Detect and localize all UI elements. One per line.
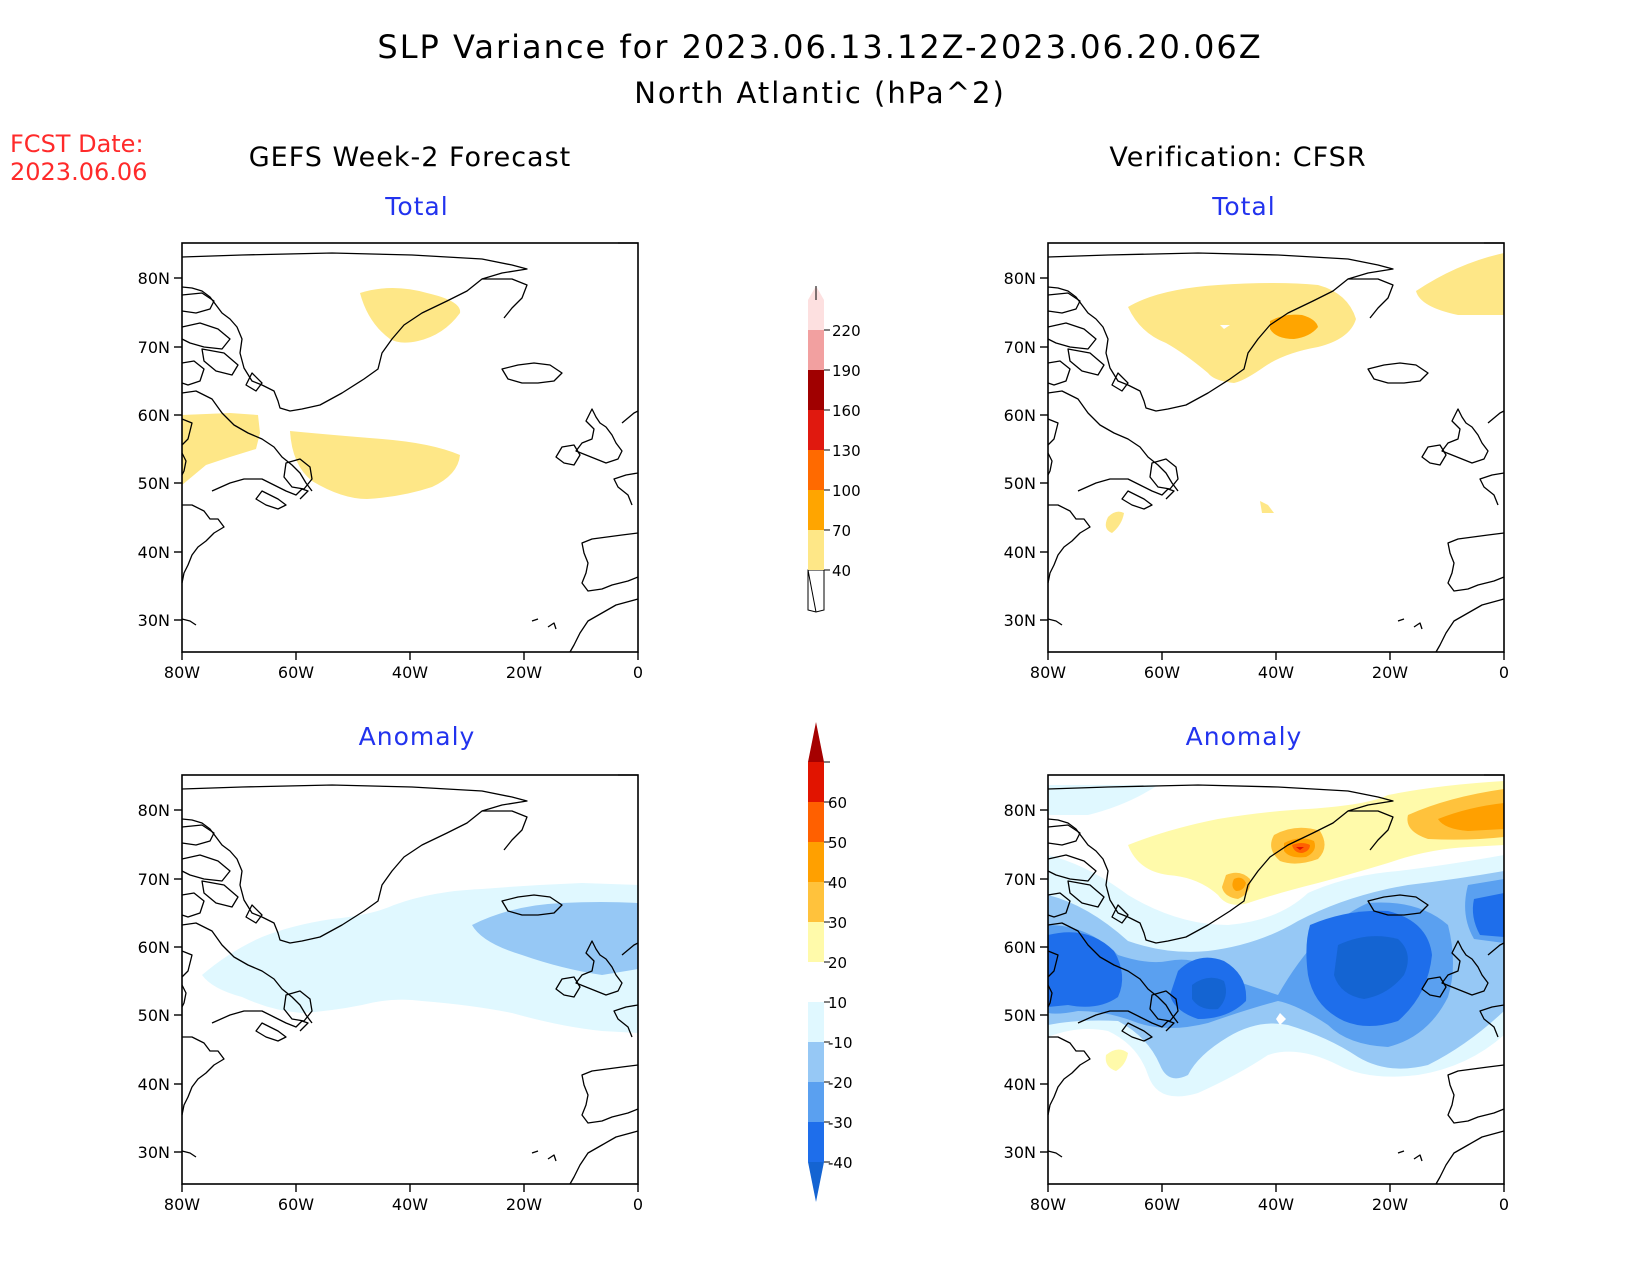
colorbar-anomaly-label: 30 xyxy=(828,914,847,932)
lat-tick-label: 60N xyxy=(138,938,170,957)
lon-tick-label: 60W xyxy=(278,1195,314,1214)
lat-tick-label: 80N xyxy=(1004,269,1036,288)
colorbar-anomaly-label: 60 xyxy=(828,794,847,812)
colorbar-total xyxy=(807,286,830,613)
colorbar-total-label: 70 xyxy=(832,522,851,540)
lat-tick-label: 70N xyxy=(1004,870,1036,889)
lat-tick-label: 70N xyxy=(138,338,170,357)
lon-tick-label: 20W xyxy=(1372,663,1408,682)
colorbar-anomaly-label: -20 xyxy=(828,1074,853,1092)
lon-tick-label: 80W xyxy=(164,1195,200,1214)
lat-tick-label: 30N xyxy=(138,611,170,630)
lat-tick-label: 40N xyxy=(138,543,170,562)
panel-label-top-left: Total xyxy=(385,192,449,221)
lon-tick-label: 40W xyxy=(392,663,428,682)
left-column-title: GEFS Week-2 Forecast xyxy=(248,142,572,173)
lat-tick-label: 60N xyxy=(138,406,170,425)
colorbar-anomaly-label: -10 xyxy=(828,1034,853,1052)
lat-tick-label: 80N xyxy=(138,801,170,820)
lat-tick-label: 40N xyxy=(1004,543,1036,562)
lon-tick-label: 40W xyxy=(1258,663,1294,682)
map-verification-anomaly xyxy=(1039,774,1505,1193)
lon-tick-label: 0 xyxy=(633,663,643,682)
lat-tick-label: 30N xyxy=(1004,611,1036,630)
lon-tick-label: 60W xyxy=(1144,663,1180,682)
colorbar-anomaly-label: 50 xyxy=(828,834,847,852)
lat-tick-label: 80N xyxy=(1004,801,1036,820)
forecast-date-value: 2023.06.06 xyxy=(10,158,148,186)
colorbar-anomaly-label: 40 xyxy=(828,874,847,892)
lon-tick-label: 0 xyxy=(1499,1195,1509,1214)
lat-tick-label: 30N xyxy=(1004,1143,1036,1162)
colorbar-anomaly-label: 20 xyxy=(828,954,847,972)
colorbar-total-label: 160 xyxy=(832,402,861,420)
panel-label-top-right: Total xyxy=(1212,192,1276,221)
lat-tick-label: 50N xyxy=(138,474,170,493)
page-subtitle: North Atlantic (hPa^2) xyxy=(634,76,1006,110)
colorbar-total-label: 100 xyxy=(832,482,861,500)
lon-tick-label: 60W xyxy=(278,663,314,682)
panel-label-bottom-right: Anomaly xyxy=(1185,722,1303,751)
colorbar-anomaly-label: -30 xyxy=(828,1114,853,1132)
lon-tick-label: 80W xyxy=(164,663,200,682)
forecast-date-label: FCST Date: xyxy=(10,130,144,158)
lat-tick-label: 60N xyxy=(1004,406,1036,425)
lon-tick-label: 0 xyxy=(1499,663,1509,682)
lat-tick-label: 70N xyxy=(138,870,170,889)
lon-tick-label: 40W xyxy=(392,1195,428,1214)
lon-tick-label: 80W xyxy=(1030,663,1066,682)
map-forecast-total xyxy=(173,242,639,661)
lat-tick-label: 50N xyxy=(138,1006,170,1025)
colorbar-total-label: 220 xyxy=(832,322,861,340)
map-forecast-anomaly xyxy=(173,774,639,1193)
lat-tick-label: 40N xyxy=(1004,1075,1036,1094)
colorbar-anomaly-label: -40 xyxy=(828,1154,853,1172)
colorbar-total-label: 130 xyxy=(832,442,861,460)
colorbar-anomaly-label: 10 xyxy=(828,994,847,1012)
lat-tick-label: 70N xyxy=(1004,338,1036,357)
lat-tick-label: 80N xyxy=(138,269,170,288)
lon-tick-label: 40W xyxy=(1258,1195,1294,1214)
lat-tick-label: 50N xyxy=(1004,1006,1036,1025)
lon-tick-label: 0 xyxy=(633,1195,643,1214)
panel-label-bottom-left: Anomaly xyxy=(358,722,476,751)
lon-tick-label: 20W xyxy=(506,663,542,682)
lat-tick-label: 50N xyxy=(1004,474,1036,493)
lat-tick-label: 30N xyxy=(138,1143,170,1162)
right-column-title: Verification: CFSR xyxy=(1109,142,1367,173)
lon-tick-label: 80W xyxy=(1030,1195,1066,1214)
lon-tick-label: 20W xyxy=(1372,1195,1408,1214)
colorbar-anomaly xyxy=(808,722,830,1202)
lon-tick-label: 20W xyxy=(506,1195,542,1214)
colorbar-total-label: 190 xyxy=(832,362,861,380)
lat-tick-label: 60N xyxy=(1004,938,1036,957)
map-verification-total xyxy=(1039,242,1505,661)
page-title: SLP Variance for 2023.06.13.12Z-2023.06.… xyxy=(377,28,1263,66)
colorbar-total-label: 40 xyxy=(832,562,851,580)
lat-tick-label: 40N xyxy=(138,1075,170,1094)
lon-tick-label: 60W xyxy=(1144,1195,1180,1214)
